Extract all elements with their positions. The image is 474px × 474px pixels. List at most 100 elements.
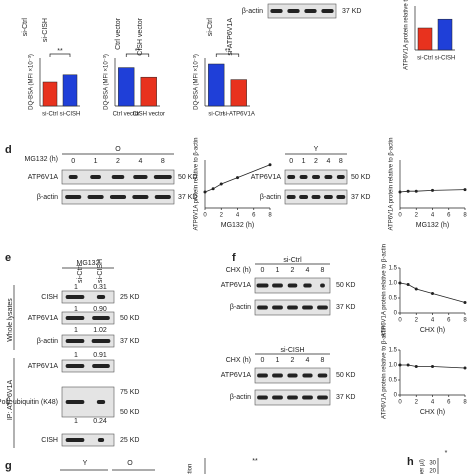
bar xyxy=(62,74,78,107)
x-tick-label: 4 xyxy=(431,318,435,324)
x-tick-label: 0 xyxy=(398,213,402,219)
blot-size: 50 KD xyxy=(178,174,197,181)
significance: ** xyxy=(225,48,231,55)
x-tick-label: 6 xyxy=(252,213,256,219)
y-tick-label: 0.5 xyxy=(389,378,398,384)
band xyxy=(91,339,111,343)
point xyxy=(463,366,467,370)
group-label: Y xyxy=(314,146,319,153)
x-tick-label: 0 xyxy=(398,400,402,406)
lane-label: 0 xyxy=(261,267,265,274)
point xyxy=(219,182,223,186)
band xyxy=(65,438,85,442)
lane-label: 1 xyxy=(302,158,306,165)
bar xyxy=(437,18,453,51)
x-axis-label: CHX (h) xyxy=(420,327,445,334)
band xyxy=(92,316,110,320)
x-tick-label: CISH vector xyxy=(133,112,165,118)
blot xyxy=(61,311,115,325)
blot-size: 25 KD xyxy=(120,437,139,444)
band xyxy=(96,400,106,404)
band xyxy=(317,395,328,400)
y-tick-label: 0.5 xyxy=(389,296,398,302)
x-tick-label: Ctrl vector xyxy=(113,112,140,118)
band xyxy=(92,364,110,368)
blot-size: 37 KD xyxy=(336,304,355,311)
band xyxy=(87,195,104,199)
blot-row-label: ATP6V1A xyxy=(221,282,252,289)
bar xyxy=(42,81,58,107)
lane-label: si-Ctrl xyxy=(22,18,29,37)
blot-row-label: β-actin xyxy=(230,304,251,311)
lane-label: 4 xyxy=(306,267,310,274)
bar xyxy=(118,67,135,107)
blot xyxy=(61,433,115,447)
band xyxy=(323,195,333,199)
blot-row-label: Poly-ubiquitin (K48) xyxy=(0,399,58,406)
treatment: MG132 (h) xyxy=(25,156,58,163)
x-axis-label: MG132 (h) xyxy=(221,222,254,229)
blot-size: 50 KD xyxy=(120,315,139,322)
y-axis-label: ATP6V1A protein relative to β-actin xyxy=(194,137,200,230)
lane-label: si-Ctrl xyxy=(207,18,214,37)
x-tick-label: 2 xyxy=(415,400,419,406)
band xyxy=(272,373,283,378)
band xyxy=(287,9,300,13)
blot-row-label: ATP6V1A xyxy=(28,174,59,181)
y-tick-label: 1.0 xyxy=(389,363,398,369)
blot-size: 37 KD xyxy=(351,194,370,201)
x-tick-label: si-ATP6V1A xyxy=(223,112,255,118)
point xyxy=(431,365,434,368)
x-axis-label: CHX (h) xyxy=(420,409,445,416)
blot xyxy=(267,3,337,19)
x-tick-label: 8 xyxy=(463,318,467,324)
lane-label: 8 xyxy=(161,158,165,165)
x-tick-label: 4 xyxy=(431,400,435,406)
band xyxy=(299,195,309,199)
y-tick-label: 1.5 xyxy=(389,266,398,272)
x-tick-label: si-CISH xyxy=(435,56,456,62)
band xyxy=(303,283,312,288)
point xyxy=(211,187,215,191)
lane-label: 4 xyxy=(306,357,310,364)
lane-label: 8 xyxy=(339,158,343,165)
treatment: CHX (h) xyxy=(226,357,251,364)
quant-label: 0.31 xyxy=(93,284,107,291)
y-axis-label: s per µl) xyxy=(420,459,426,474)
y-axis-label: DQ-BSA (MFI ×10⁻³) xyxy=(104,54,110,110)
quant-label: 1 xyxy=(74,352,78,359)
group-label: Y xyxy=(83,460,88,467)
quant-label: 1 xyxy=(74,284,78,291)
band xyxy=(270,9,283,13)
y-tick-label: 1.5 xyxy=(389,348,398,354)
band xyxy=(111,175,125,179)
y-tick-label: 0 xyxy=(394,311,398,317)
y-axis-label: ATP6V1A protein relative to β-actin xyxy=(382,244,388,337)
blot-size: 37 KD xyxy=(178,194,197,201)
quant-label: 1 xyxy=(74,418,78,425)
lane-label: 2 xyxy=(291,267,295,274)
panel-label: d xyxy=(5,144,12,156)
y-axis-label: ATP6V1A protein relative to β-actin xyxy=(382,326,388,419)
blot-size: 50 KD xyxy=(336,282,355,289)
y-tick-label: 0 xyxy=(394,393,398,399)
band xyxy=(299,175,308,179)
panel-label: e xyxy=(5,252,11,264)
band xyxy=(336,195,346,199)
band xyxy=(302,305,313,310)
x-tick-label: 6 xyxy=(447,400,451,406)
band xyxy=(65,364,85,368)
point xyxy=(406,283,410,286)
significance: * xyxy=(445,450,448,457)
lane-label: 0 xyxy=(71,158,75,165)
band xyxy=(311,195,321,199)
significance: ** xyxy=(135,48,141,55)
x-tick-label: 6 xyxy=(447,213,451,219)
y-axis-label: ATP6V1A protein relative to β-a xyxy=(404,0,410,70)
quant-label: 0.24 xyxy=(93,418,107,425)
lane-label: si-ATP6V1A xyxy=(227,18,234,56)
lane-label: 0 xyxy=(289,158,293,165)
band xyxy=(65,295,85,299)
band xyxy=(90,175,101,179)
lane-label: 2 xyxy=(291,357,295,364)
